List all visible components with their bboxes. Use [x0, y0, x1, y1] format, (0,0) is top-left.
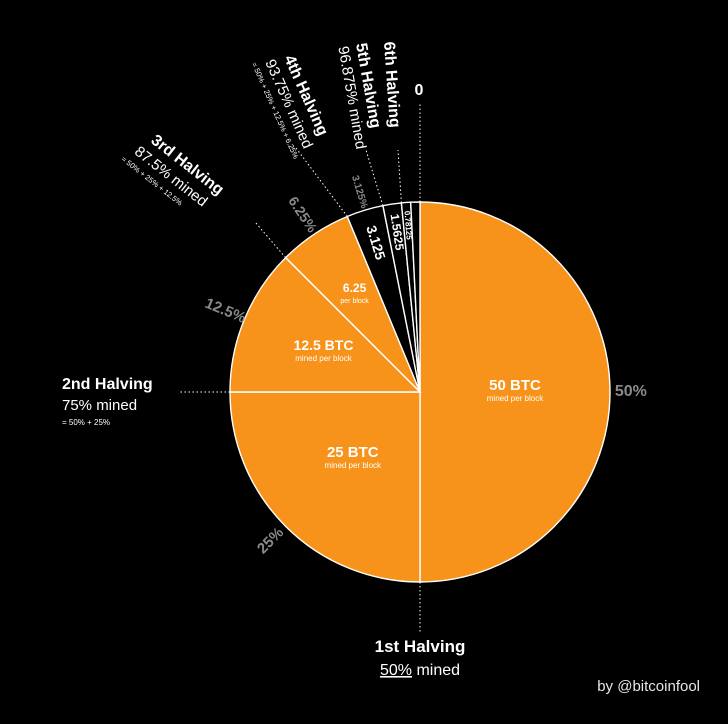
slice-sublabel-1: mined per block	[487, 394, 544, 403]
slice-sublabel-4: per block	[340, 298, 369, 305]
slice-percent-label-2: 25%	[254, 524, 287, 557]
slice-percent-label-3: 12.5%	[202, 295, 248, 327]
slice-value-label-2: 25 BTC	[327, 444, 379, 461]
pie-slices	[229, 201, 611, 583]
slice-sublabel-2: mined per block	[325, 461, 382, 470]
pie-slice-1	[419, 201, 611, 583]
annotation-1st-halving-mined: 50% mined	[380, 662, 460, 679]
slice-value-label-1: 50 BTC	[489, 377, 541, 394]
leader-line-halving-5	[365, 149, 384, 206]
leader-line-halving-3	[254, 221, 286, 258]
slice-value-label-7: 0.78125	[403, 211, 414, 241]
annotation-2nd-halving-title: 2nd Halving	[62, 376, 153, 393]
annotation-2nd-halving-mined: 75% mined	[62, 397, 137, 414]
annotation-1st-halving-pct: 50%	[380, 662, 412, 679]
annotation-6th-halving-title: 6th Halving	[380, 41, 403, 128]
annotation-1st-halving-rest: mined	[412, 662, 460, 679]
slice-percent-label-4: 6.25%	[285, 193, 321, 235]
leader-line-halving-6	[397, 149, 402, 203]
slice-value-label-4: 6.25	[343, 281, 367, 295]
leader-lines	[178, 104, 421, 632]
slice-percent-label-5: 3.125%	[349, 174, 369, 210]
slice-sublabel-3: mined per block	[295, 354, 352, 363]
pie-slice-2	[229, 391, 421, 583]
slice-value-label-6: 1.5625	[388, 213, 407, 252]
slice-percent-label-1: 50%	[615, 383, 647, 400]
annotation-1st-halving-title: 1st Halving	[375, 637, 466, 656]
annotation-zero: 0	[415, 82, 424, 99]
credit-text: by @bitcoinfool	[597, 678, 700, 695]
pie-slice-3	[229, 256, 422, 393]
annotation-2nd-halving-sum: = 50% + 25%	[62, 418, 110, 427]
slice-value-label-3: 12.5 BTC	[294, 337, 354, 353]
